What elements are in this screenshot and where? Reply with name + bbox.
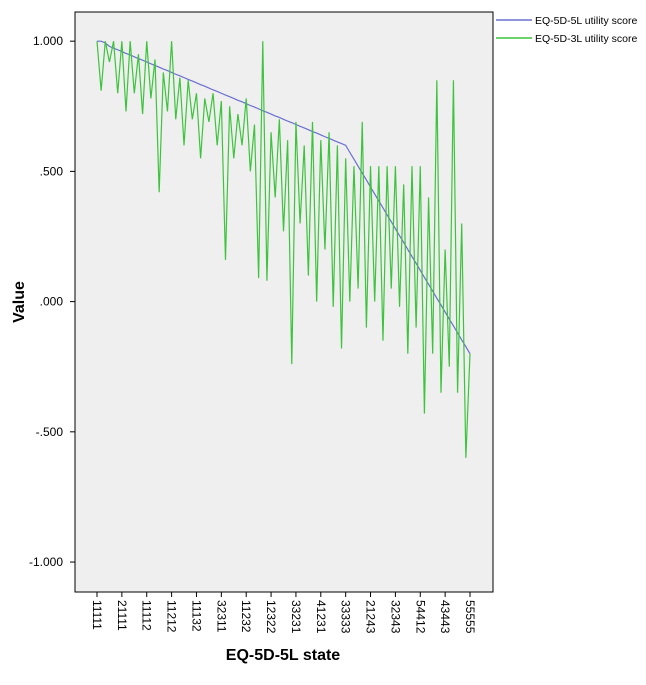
x-tick-label: 21111 bbox=[115, 600, 129, 631]
x-axis-title: EQ-5D-5L state bbox=[226, 647, 341, 664]
x-tick-label: 11111 bbox=[90, 600, 104, 630]
x-tick-label: 43443 bbox=[438, 600, 452, 634]
x-tick-label: 33333 bbox=[339, 600, 353, 634]
plot-area bbox=[74, 11, 494, 593]
x-tick-label: 33231 bbox=[289, 600, 303, 634]
x-tick-label: 11112 bbox=[140, 600, 154, 631]
x-tick-label: 55555 bbox=[463, 600, 477, 634]
x-tick-label: 11212 bbox=[165, 600, 179, 633]
x-tick-label: 21243 bbox=[364, 600, 378, 634]
y-tick-label: 1.000 bbox=[33, 34, 63, 48]
x-tick-label: 32311 bbox=[214, 600, 228, 633]
series-line bbox=[96, 41, 471, 458]
legend-label: EQ-5D-3L utility score bbox=[535, 33, 637, 45]
x-tick-label: 54412 bbox=[413, 600, 427, 634]
x-tick-label: 12322 bbox=[264, 600, 278, 634]
x-tick-label: 41231 bbox=[314, 600, 328, 634]
x-tick-label: 32343 bbox=[388, 600, 402, 634]
x-tick-label: 11232 bbox=[239, 600, 253, 633]
y-tick-label: -1.000 bbox=[29, 555, 63, 569]
y-tick-label: .000 bbox=[40, 295, 64, 309]
y-tick-label: .500 bbox=[40, 164, 64, 178]
legend-label: EQ-5D-5L utility score bbox=[535, 15, 637, 27]
y-tick-label: -.500 bbox=[36, 425, 64, 439]
x-tick-label: 11132 bbox=[189, 600, 203, 632]
y-axis-title: Value bbox=[11, 281, 28, 323]
series-line bbox=[97, 40, 471, 355]
